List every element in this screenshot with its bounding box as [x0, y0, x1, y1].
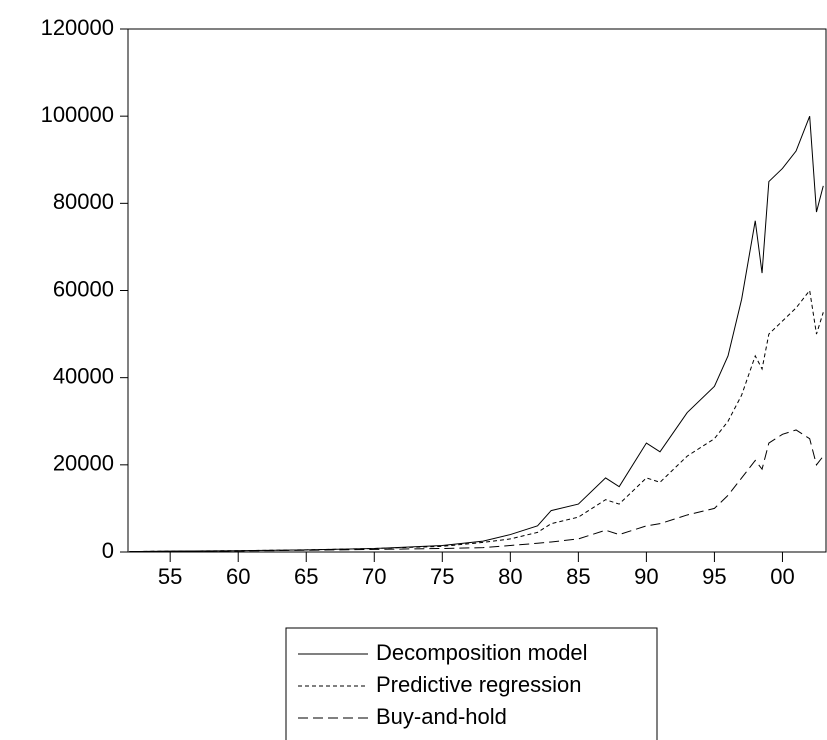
- x-tick-label: 70: [362, 564, 386, 589]
- legend-label: Decomposition model: [376, 640, 588, 665]
- series-line: [129, 289, 824, 553]
- plot-frame: [127, 28, 827, 553]
- x-tick-label: 75: [430, 564, 454, 589]
- x-tick-label: 55: [158, 564, 182, 589]
- legend-box: [285, 627, 658, 740]
- y-tick-label: 20000: [53, 451, 114, 476]
- x-tick-label: 65: [294, 564, 318, 589]
- x-tick-label: 60: [226, 564, 250, 589]
- y-tick-label: 40000: [53, 363, 114, 388]
- x-tick-label: 95: [702, 564, 726, 589]
- series-line: [129, 115, 824, 553]
- x-tick-label: 85: [566, 564, 590, 589]
- y-tick-label: 120000: [41, 15, 114, 40]
- legend-label: Buy-and-hold: [376, 704, 507, 729]
- y-tick-label: 60000: [53, 276, 114, 301]
- y-tick-label: 0: [102, 538, 114, 563]
- series-line: [129, 429, 824, 553]
- y-tick-label: 100000: [41, 102, 114, 127]
- x-tick-label: 00: [770, 564, 794, 589]
- y-tick-label: 80000: [53, 189, 114, 214]
- x-tick-label: 80: [498, 564, 522, 589]
- x-tick-label: 90: [634, 564, 658, 589]
- legend-label: Predictive regression: [376, 672, 581, 697]
